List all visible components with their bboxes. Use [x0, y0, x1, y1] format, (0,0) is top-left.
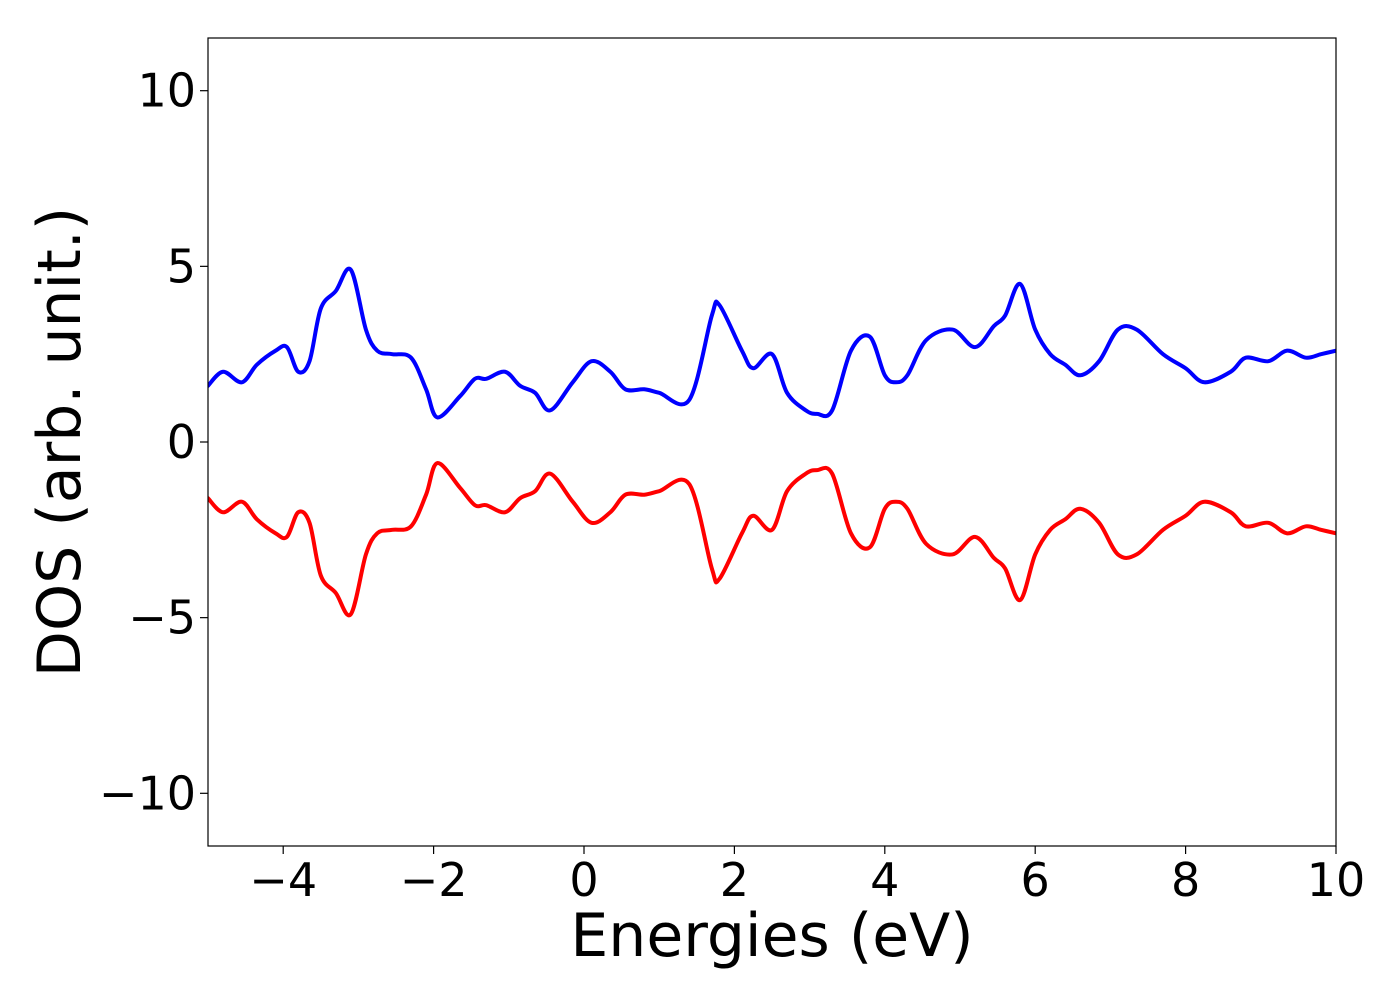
x-axis-label: Energies (eV): [570, 901, 973, 971]
x-tick-label: 6: [1021, 853, 1050, 907]
x-tick-label: −2: [400, 853, 468, 907]
x-tick-label: 4: [870, 853, 899, 907]
y-tick-label: 5: [167, 239, 196, 293]
x-axis-ticks: −4 −2 0 2 4 6 8 10: [249, 846, 1365, 907]
dos-down-line: [208, 461, 1336, 618]
plot-frame: [207, 37, 1337, 847]
x-tick-label: 8: [1171, 853, 1200, 907]
series-layer: [208, 266, 1336, 618]
x-tick-label: −4: [249, 853, 317, 907]
y-tick-label: −10: [99, 766, 196, 820]
y-tick-label: 0: [167, 415, 196, 469]
y-axis-ticks: −10 −5 0 5 10: [99, 64, 208, 820]
x-tick-label: 2: [720, 853, 749, 907]
x-tick-label: 0: [569, 853, 598, 907]
dos-up-line: [208, 266, 1336, 420]
y-tick-label: 10: [137, 64, 196, 118]
x-tick-label: 10: [1307, 853, 1366, 907]
y-tick-label: −5: [128, 591, 196, 645]
y-axis-label: DOS (arb. unit.): [25, 207, 95, 677]
